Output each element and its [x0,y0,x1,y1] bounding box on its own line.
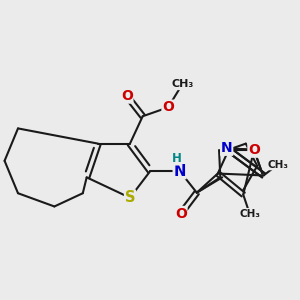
Text: CH₃: CH₃ [171,80,193,89]
Text: H: H [172,152,182,165]
Text: O: O [175,207,187,220]
Text: CH₃: CH₃ [239,208,260,219]
Text: N: N [173,164,186,178]
Text: O: O [248,143,260,157]
Text: CH₃: CH₃ [267,160,288,170]
Text: S: S [125,190,135,205]
Text: N: N [221,141,232,155]
Text: O: O [162,100,174,114]
Text: O: O [121,89,133,103]
